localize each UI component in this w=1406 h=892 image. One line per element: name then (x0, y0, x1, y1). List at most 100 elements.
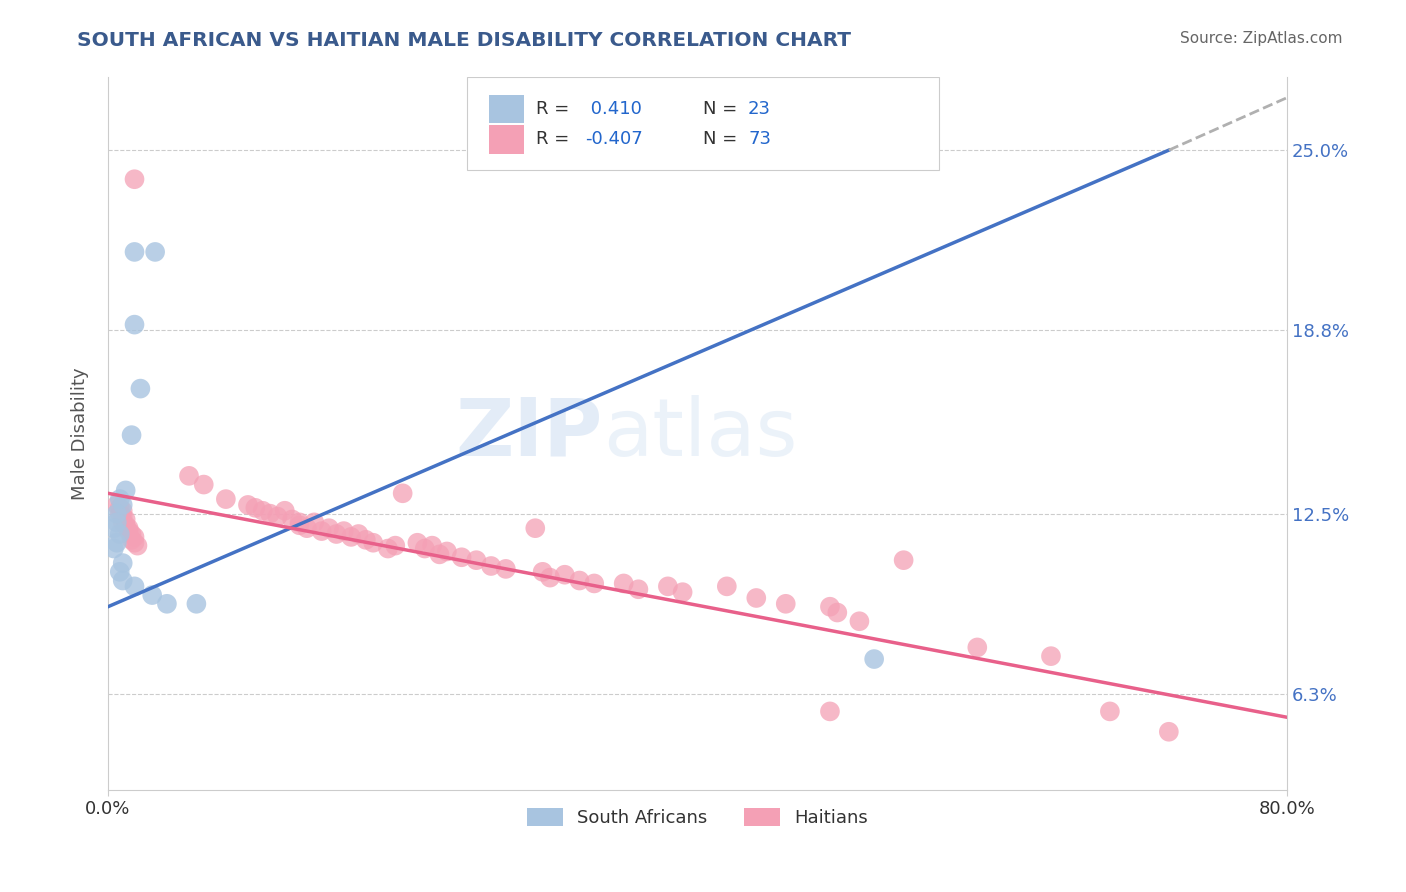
Point (311, 524, 333, 538)
Point (245, 500, 267, 515)
Point (863, 135, 886, 149)
Text: SOUTH AFRICAN VS HAITIAN MALE DISABILITY CORRELATION CHART: SOUTH AFRICAN VS HAITIAN MALE DISABILITY… (77, 31, 851, 50)
Point (124, 172, 146, 186)
Point (827, 606, 849, 620)
Point (121, 527, 143, 541)
Point (775, 597, 797, 611)
Point (538, 571, 561, 585)
Point (848, 614, 870, 628)
Text: Source: ZipAtlas.com: Source: ZipAtlas.com (1180, 31, 1343, 46)
Point (818, 599, 841, 614)
Point (156, 597, 179, 611)
Point (479, 559, 502, 574)
Point (863, 652, 886, 666)
Text: N =: N = (703, 100, 744, 118)
Point (124, 579, 146, 593)
Point (420, 539, 443, 553)
Point (554, 567, 576, 582)
Point (384, 539, 406, 553)
Point (531, 565, 554, 579)
Point (281, 512, 304, 526)
Point (121, 428, 143, 442)
Point (252, 504, 274, 518)
Text: ZIP: ZIP (456, 394, 603, 473)
Text: 73: 73 (748, 130, 770, 148)
Text: 0.410: 0.410 (585, 100, 643, 118)
Point (583, 576, 606, 591)
Text: R =: R = (536, 130, 575, 148)
Point (657, 579, 679, 593)
FancyBboxPatch shape (489, 95, 524, 123)
Point (111, 498, 134, 512)
Point (215, 492, 238, 507)
Point (627, 582, 650, 597)
Point (361, 535, 384, 549)
Point (129, 382, 152, 396)
Point (288, 516, 311, 530)
Point (966, 640, 988, 655)
Point (672, 585, 695, 599)
Point (121, 533, 143, 547)
Point (186, 597, 208, 611)
Point (143, 244, 166, 259)
Point (391, 486, 413, 500)
Point (108, 492, 131, 507)
FancyBboxPatch shape (468, 78, 939, 170)
Point (127, 539, 149, 553)
Text: -0.407: -0.407 (585, 130, 643, 148)
Point (259, 507, 281, 521)
Point (413, 541, 436, 556)
Point (406, 535, 429, 549)
Point (193, 477, 215, 491)
Point (1039, 649, 1062, 664)
Point (141, 588, 163, 602)
Point (108, 507, 131, 521)
Point (108, 500, 131, 515)
Point (124, 244, 146, 259)
Text: R =: R = (536, 100, 575, 118)
Point (613, 576, 636, 591)
Point (103, 541, 125, 556)
Point (436, 544, 458, 558)
Point (465, 553, 488, 567)
Text: atlas: atlas (603, 394, 797, 473)
Text: N =: N = (703, 130, 744, 148)
Y-axis label: Male Disability: Male Disability (72, 368, 89, 500)
Point (288, 518, 311, 533)
Legend: South Africans, Haitians: South Africans, Haitians (519, 800, 875, 834)
Point (354, 533, 377, 547)
Point (117, 524, 139, 538)
Point (325, 527, 347, 541)
Point (1098, 705, 1121, 719)
Point (340, 530, 363, 544)
Point (111, 574, 134, 588)
Point (111, 509, 134, 524)
Point (114, 512, 136, 526)
Point (114, 483, 136, 498)
Point (108, 527, 131, 541)
Point (236, 498, 259, 512)
Point (818, 705, 841, 719)
Point (124, 530, 146, 544)
Point (105, 535, 128, 549)
Point (347, 527, 370, 541)
Point (429, 547, 451, 561)
Point (524, 521, 547, 535)
Point (295, 521, 318, 535)
Point (111, 556, 134, 570)
Point (450, 550, 472, 565)
Point (266, 509, 288, 524)
Point (495, 562, 517, 576)
Point (111, 516, 134, 530)
Point (745, 591, 768, 605)
Point (318, 521, 340, 535)
Point (103, 521, 125, 535)
Point (304, 516, 326, 530)
Point (105, 507, 128, 521)
Point (893, 553, 915, 567)
Point (124, 318, 146, 332)
Point (1157, 724, 1180, 739)
Point (111, 504, 134, 518)
Point (114, 518, 136, 533)
Point (108, 565, 131, 579)
